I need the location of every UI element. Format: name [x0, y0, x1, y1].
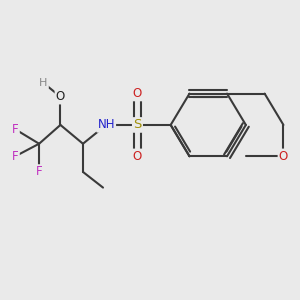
Text: O: O [279, 150, 288, 163]
Text: NH: NH [98, 118, 115, 131]
Text: O: O [133, 150, 142, 163]
Text: S: S [133, 118, 142, 131]
Text: F: F [36, 165, 42, 178]
Text: O: O [133, 87, 142, 100]
Text: H: H [39, 78, 48, 88]
Text: O: O [56, 90, 65, 103]
Text: F: F [12, 123, 19, 136]
Text: F: F [12, 150, 19, 163]
